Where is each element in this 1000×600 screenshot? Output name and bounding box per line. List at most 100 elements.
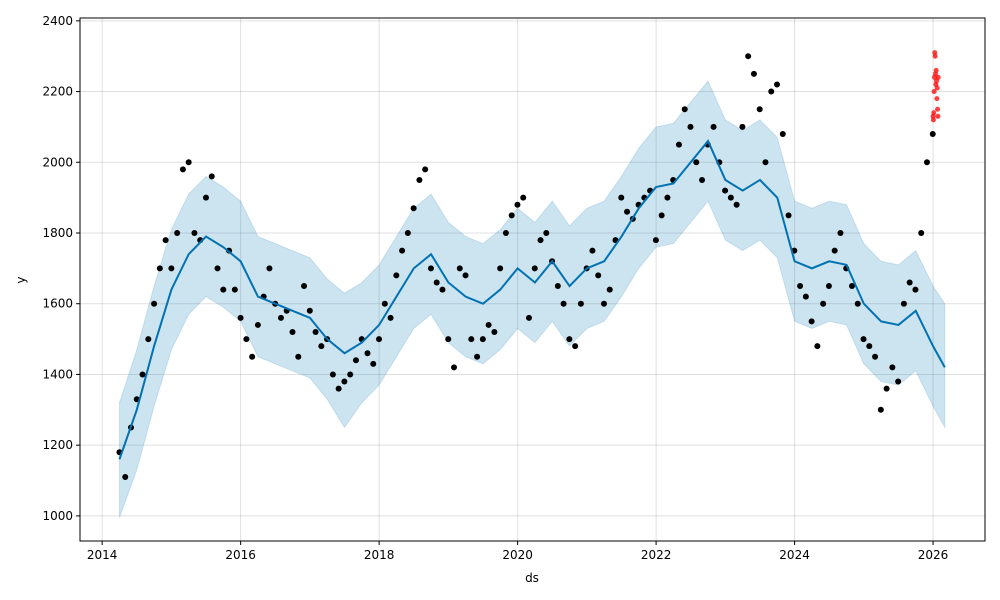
observed-point	[750, 70, 757, 77]
observed-point	[277, 314, 284, 321]
observed-point	[785, 212, 792, 219]
observed-point	[249, 353, 256, 360]
x-tick-label: 2020	[502, 548, 533, 562]
observed-point	[393, 272, 400, 279]
observed-point	[179, 166, 186, 173]
observed-point	[722, 187, 729, 194]
observed-point	[872, 353, 879, 360]
future-actual-point	[932, 53, 938, 59]
observed-point	[768, 88, 775, 95]
observed-point	[895, 378, 902, 385]
observed-point	[554, 283, 561, 290]
observed-point	[693, 159, 700, 166]
y-axis: 1000 1200 1400 1600 1800 2000 2200 2400	[42, 14, 80, 523]
observed-point	[185, 159, 192, 166]
future-actual-point	[933, 67, 939, 73]
observed-point	[139, 371, 146, 378]
observed-point	[854, 300, 861, 307]
observed-point	[918, 229, 925, 236]
observed-point	[681, 106, 688, 113]
x-tick-label: 2018	[364, 548, 395, 562]
observed-point	[866, 343, 873, 350]
observed-point	[825, 283, 832, 290]
x-tick-label: 2014	[87, 548, 118, 562]
observed-point	[906, 279, 913, 286]
observed-point	[837, 229, 844, 236]
observed-point	[520, 194, 527, 201]
x-tick-label: 2024	[779, 548, 810, 562]
observed-point	[491, 329, 498, 336]
observed-point	[710, 123, 717, 130]
observed-point	[883, 385, 890, 392]
forecast-line	[118, 139, 946, 460]
observed-point	[566, 336, 573, 343]
observed-point	[168, 265, 175, 272]
observed-point	[658, 212, 665, 219]
observed-point	[687, 123, 694, 130]
observed-point	[399, 247, 406, 254]
observed-point	[618, 194, 625, 201]
observed-point	[468, 336, 475, 343]
observed-point	[600, 300, 607, 307]
observed-point	[162, 237, 169, 244]
observed-point	[572, 343, 579, 350]
y-tick-label: 2400	[42, 14, 73, 28]
observed-point	[589, 247, 596, 254]
observed-point	[335, 385, 342, 392]
observed-point	[474, 353, 481, 360]
y-tick-label: 2200	[42, 85, 73, 99]
observed-point	[266, 265, 273, 272]
observed-point	[220, 286, 227, 293]
observed-points	[116, 53, 936, 480]
observed-point	[514, 201, 521, 208]
observed-point	[912, 286, 919, 293]
observed-point	[306, 307, 313, 314]
observed-point	[820, 300, 827, 307]
x-tick-label: 2022	[641, 548, 672, 562]
y-axis-label: y	[14, 276, 28, 283]
observed-point	[404, 229, 411, 236]
y-tick-label: 1400	[42, 367, 73, 381]
observed-point	[848, 283, 855, 290]
observed-point	[301, 283, 308, 290]
plot-frame	[79, 17, 986, 542]
observed-point	[456, 265, 463, 272]
observed-point	[479, 336, 486, 343]
observed-point	[624, 208, 631, 215]
future-actual-point	[931, 110, 937, 116]
observed-point	[352, 357, 359, 364]
future-actual-point	[935, 74, 941, 80]
observed-point	[537, 237, 544, 244]
observed-point	[451, 364, 458, 371]
observed-point	[831, 247, 838, 254]
observed-point	[370, 360, 377, 367]
observed-point	[122, 473, 129, 480]
future-actual-point	[930, 117, 936, 123]
y-tick-label: 1600	[42, 297, 73, 311]
observed-point	[289, 329, 296, 336]
future-actual-point	[931, 89, 937, 95]
observed-point	[543, 229, 550, 236]
observed-point	[733, 201, 740, 208]
observed-point	[727, 194, 734, 201]
x-tick-label: 2016	[225, 548, 256, 562]
observed-point	[502, 229, 509, 236]
observed-point	[145, 336, 152, 343]
observed-point	[312, 329, 319, 336]
observed-point	[381, 300, 388, 307]
observed-point	[254, 321, 261, 328]
observed-point	[341, 378, 348, 385]
observed-point	[318, 343, 325, 350]
observed-point	[295, 353, 302, 360]
observed-point	[652, 237, 659, 244]
observed-point	[508, 212, 515, 219]
observed-point	[364, 350, 371, 357]
observed-point	[422, 166, 429, 173]
y-tick-label: 2000	[42, 155, 73, 169]
observed-point	[779, 130, 786, 137]
observed-point	[595, 272, 602, 279]
observed-point	[174, 229, 181, 236]
y-tick-label: 1200	[42, 438, 73, 452]
